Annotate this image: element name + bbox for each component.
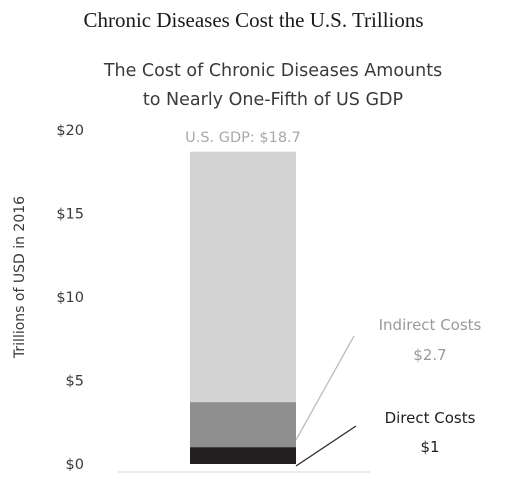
y-tick-label: $15 (56, 207, 84, 223)
direct-annotation-label: Direct Costs (385, 409, 476, 427)
chart-title-line-2: to Nearly One-Fifth of US GDP (143, 90, 403, 110)
bar-segment-direct-costs (190, 447, 296, 464)
direct-annotation-value: $1 (420, 438, 439, 456)
y-tick-label: $20 (56, 123, 84, 139)
y-tick-label: $0 (66, 457, 84, 473)
chart-title-line-1: The Cost of Chronic Diseases Amounts (103, 61, 442, 81)
indirect-leader-line (295, 335, 355, 441)
indirect-annotation-value: $2.7 (413, 346, 446, 364)
y-tick-label: $10 (56, 290, 84, 306)
direct-leader-line (295, 425, 357, 467)
y-tick-label: $5 (66, 374, 84, 390)
indirect-annotation-label: Indirect Costs (379, 316, 482, 334)
gdp-annotation: U.S. GDP: $18.7 (185, 130, 301, 146)
stacked-bar (190, 151, 296, 464)
page-heading: Chronic Diseases Cost the U.S. Trillions (83, 8, 424, 32)
y-axis-ticks: $0 $5 $10 $15 $20 (56, 123, 84, 473)
y-axis-label: Trillions of USD in 2016 (12, 196, 28, 359)
